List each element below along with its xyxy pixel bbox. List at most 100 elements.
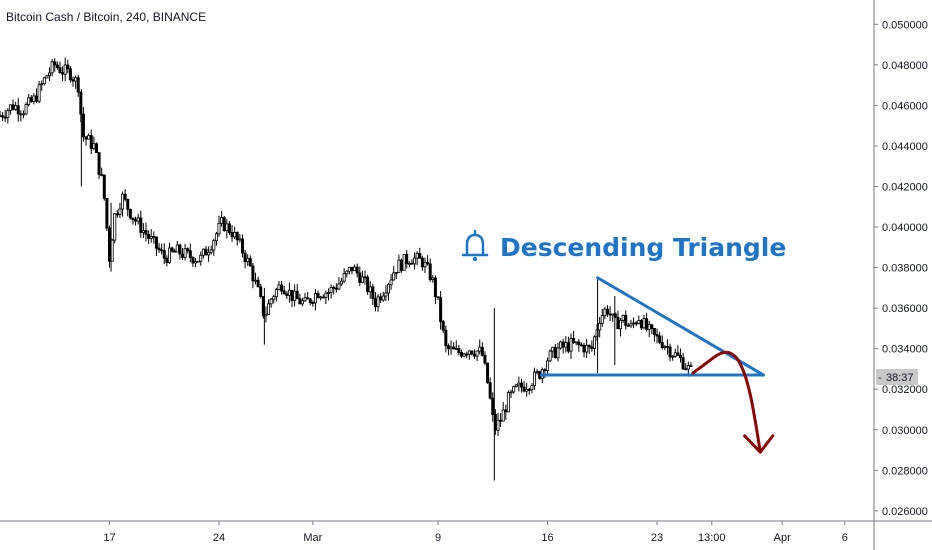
candle <box>308 297 312 306</box>
candle <box>590 340 594 352</box>
candle <box>235 231 239 246</box>
candle <box>14 101 18 111</box>
candle <box>621 314 625 323</box>
candle <box>605 305 609 318</box>
candle <box>134 216 138 226</box>
candle <box>269 297 273 308</box>
candle <box>53 58 57 72</box>
candle <box>598 316 602 338</box>
candle <box>332 285 336 295</box>
price-tick-label: 0.040000 <box>882 222 928 234</box>
candle <box>181 248 185 260</box>
candle <box>582 342 586 358</box>
candle <box>454 340 458 350</box>
candle <box>514 383 518 388</box>
candle <box>71 76 75 87</box>
candle <box>480 342 484 357</box>
candle <box>473 349 477 359</box>
candle <box>543 367 547 379</box>
candle <box>491 392 495 422</box>
price-tick-label: 0.030000 <box>882 425 928 437</box>
candle <box>45 74 49 79</box>
candle <box>665 339 669 355</box>
candle <box>475 350 479 362</box>
candle <box>673 348 677 358</box>
projection-arrowhead <box>743 434 775 454</box>
candle <box>611 313 615 322</box>
symbol-title: Bitcoin Cash / Bitcoin, 240, BINANCE <box>6 10 207 24</box>
candle <box>209 245 213 255</box>
candle <box>183 243 187 261</box>
candle <box>293 284 297 307</box>
candle <box>68 66 72 83</box>
candle <box>397 254 401 273</box>
candle <box>87 133 91 140</box>
candle <box>600 308 604 327</box>
candle <box>400 258 404 273</box>
candle <box>532 367 536 390</box>
candle <box>227 221 231 236</box>
candle <box>407 261 411 268</box>
candle <box>668 343 672 362</box>
candle <box>319 295 323 301</box>
candle <box>418 247 422 259</box>
candle <box>207 246 211 262</box>
candle <box>647 320 651 338</box>
candle <box>214 231 218 246</box>
candle <box>478 339 482 355</box>
candle <box>32 93 36 105</box>
candle <box>551 346 555 358</box>
candle <box>194 258 198 268</box>
candle <box>92 136 96 151</box>
candle <box>470 350 474 356</box>
price-tick-label: 0.050000 <box>882 19 928 31</box>
candle <box>488 377 492 400</box>
projection-curve[interactable] <box>691 350 762 454</box>
candle <box>452 342 456 350</box>
candle <box>42 76 46 86</box>
candle <box>108 225 112 268</box>
candle <box>178 243 182 260</box>
candle <box>191 256 195 267</box>
time-tick-label: Mar <box>303 532 322 544</box>
candle <box>436 296 440 301</box>
candle <box>251 262 255 289</box>
candle <box>256 276 260 288</box>
candle <box>410 259 414 265</box>
candle <box>457 344 461 356</box>
candle <box>579 342 583 347</box>
candle <box>433 275 437 305</box>
time-tick-label: 23 <box>651 532 663 544</box>
candle <box>420 255 424 271</box>
candle <box>128 208 132 220</box>
candle <box>316 290 320 299</box>
candle <box>267 299 271 315</box>
price-tick-label: 0.028000 <box>882 465 928 477</box>
candle <box>94 142 98 153</box>
candle <box>546 357 550 376</box>
candle <box>306 291 310 300</box>
time-tick-label: 13:00 <box>698 532 726 544</box>
candle <box>105 197 109 231</box>
price-axis[interactable]: 0.050000 0.048000 0.046000 0.044000 0.042000… <box>874 19 928 518</box>
candle <box>144 222 148 242</box>
candle <box>264 306 268 323</box>
candle <box>300 297 304 307</box>
candle <box>517 376 521 392</box>
candle <box>259 283 263 299</box>
candle <box>483 351 487 366</box>
candle <box>337 277 341 290</box>
candle <box>355 263 359 278</box>
price-tick-label: 0.036000 <box>882 303 928 315</box>
bell-icon <box>461 229 489 262</box>
candle <box>368 281 372 299</box>
candle <box>462 352 466 358</box>
time-axis[interactable]: 17 24 Mar 9 16 23 13:00 Apr 6 <box>103 521 848 544</box>
candle <box>376 294 380 312</box>
candle <box>525 382 529 397</box>
candle <box>136 213 140 225</box>
candle <box>340 277 344 286</box>
candle <box>426 255 430 266</box>
price-badge-box <box>876 369 918 386</box>
